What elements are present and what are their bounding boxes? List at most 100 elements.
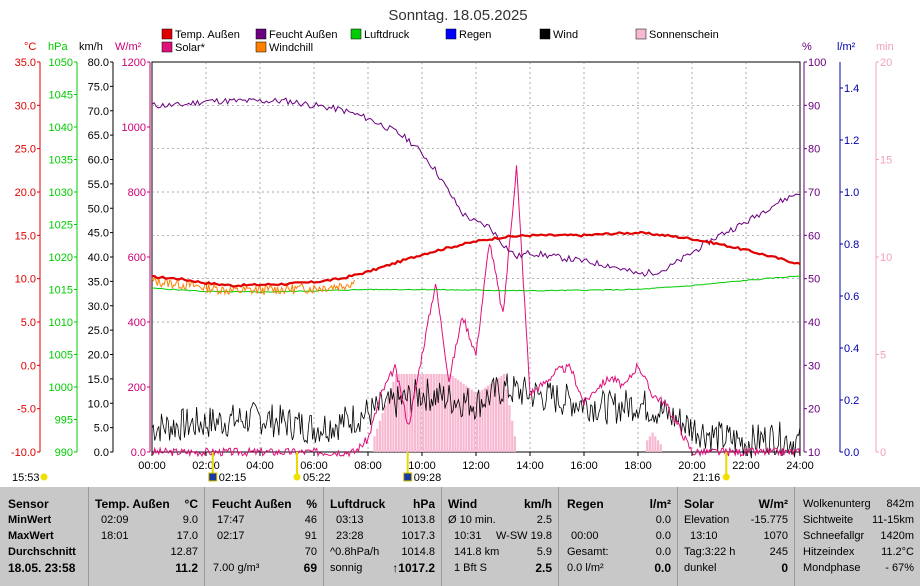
sunshine-bar (470, 389, 473, 452)
temp-header: Temp. Außen (95, 497, 170, 511)
pressure-axis-tick-label: 990 (55, 447, 73, 459)
legend-label: Luftdruck (364, 29, 410, 41)
legend-label: Windchill (269, 42, 313, 54)
solar-axis-tick-label: 1000 (122, 122, 146, 134)
legend-swatch (445, 28, 457, 40)
x-tick-label: 18:00 (624, 460, 652, 472)
wind-axis-tick-label: 45.0 (88, 228, 109, 240)
solar-axis-tick-label: 800 (128, 187, 146, 199)
pressure-axis-tick-label: 1050 (49, 57, 73, 69)
solar-max: 1070 (763, 530, 788, 542)
humidity-min-time: 17:47 (217, 514, 245, 526)
humidity-axis-tick-label: 50 (808, 274, 820, 286)
summary-date: 18.05. 23:58 (8, 561, 76, 575)
grid (151, 61, 801, 453)
rain-axis-tick-label: 1.2 (844, 135, 859, 147)
temp-min-time: 02:09 (101, 514, 129, 526)
sunshine-bar (403, 374, 406, 452)
sunshine-bar (656, 440, 660, 452)
marker-dot (293, 473, 301, 481)
misc-value-4: - 67% (885, 562, 914, 574)
sunshine-bar (435, 374, 438, 452)
wind-axis-tick-label: 30.0 (88, 301, 109, 313)
rain-unit: l/m² (649, 497, 671, 511)
pressure-current: ↑1017.2 (392, 561, 435, 575)
row-label-min: MinWert (8, 514, 52, 526)
wind-axis-tick-label: 10.0 (88, 398, 109, 410)
pressure-axis-tick-label: 995 (55, 415, 73, 427)
x-tick-label: 00:00 (138, 460, 166, 472)
wind-axis-tick-label: 75.0 (88, 81, 109, 93)
sunshine-bar (392, 381, 395, 452)
pressure-forecast: sonnig (330, 562, 363, 574)
humidity-axis-tick-label: 100 (808, 57, 826, 69)
series-temp (151, 230, 801, 288)
solar-current: 0 (781, 561, 788, 575)
sensor-header: Sensor (8, 497, 49, 511)
pressure-max-time: 23:28 (336, 530, 364, 542)
sunshine-bar (654, 436, 657, 452)
sunmin-axis-tick-label: 15 (880, 155, 892, 167)
humidity-current: 69 (303, 561, 317, 575)
humidity-max: 91 (304, 530, 317, 542)
misc-label-4: Mondphase (803, 562, 861, 574)
rain-v2: 0.0 (655, 530, 671, 542)
x-tick-label: 02:00 (192, 460, 220, 472)
sunshine-bar (476, 393, 479, 452)
pressure-trend: ^0.8hPa/h (330, 546, 380, 558)
legend-swatch (255, 28, 267, 40)
axis-unit-label: min (876, 41, 894, 53)
rain-axis-tick-label: 0.8 (844, 239, 859, 251)
pressure-axis-tick-label: 1035 (49, 155, 73, 167)
humidity-header: Feucht Außen (212, 497, 292, 511)
rain-total: 0.0 (655, 546, 671, 558)
sunshine-bar (422, 374, 425, 452)
sunshine-bar (503, 374, 506, 452)
humidity-axis-tick-label: 10 (808, 447, 820, 459)
axis-unit-label: % (802, 41, 812, 53)
sunshine-bar (449, 374, 452, 452)
rain-axis-tick-label: 0.2 (844, 395, 859, 407)
series-wind (151, 373, 801, 459)
sunshine-bar (397, 374, 400, 452)
x-tick-label: 24:00 (786, 460, 814, 472)
sunshine-bar (513, 436, 516, 452)
sunshine-bar (427, 374, 430, 452)
sunshine-bar (424, 374, 427, 452)
solar-axis-tick-label: 400 (128, 317, 146, 329)
humidity-abs: 7.00 g/m³ (213, 562, 260, 574)
sunshine-bar (462, 383, 465, 452)
wind-avg: 5.9 (536, 546, 552, 558)
sunshine-bar (432, 374, 435, 452)
rain-axis-tick-label: 0.6 (844, 291, 859, 303)
sunshine-bar (373, 436, 376, 452)
humidity-axis-tick-label: 80 (808, 144, 820, 156)
rain-current: 0.0 (654, 561, 671, 575)
pressure-axis-tick-label: 1005 (49, 350, 73, 362)
sunshine-bar (457, 379, 460, 452)
summary-col-sensor: Sensor MinWert MaxWert Durchschnitt 18.0… (0, 487, 89, 586)
temp-axis-tick-label: -10.0 (11, 447, 36, 459)
legend-label: Regen (459, 29, 491, 41)
pressure-min-time: 03:13 (336, 514, 364, 526)
x-tick-label: 20:00 (678, 460, 706, 472)
misc-value-0: 842m (886, 498, 914, 510)
sunshine-bar (500, 375, 503, 452)
wind-avg10: 2.5 (536, 514, 552, 526)
sunshine-bar (478, 391, 481, 452)
solar-axis-tick-label: 600 (128, 252, 146, 264)
misc-value-2: 1420m (880, 530, 914, 542)
axis-unit-label: W/m² (115, 41, 142, 53)
wind-avg10-label: Ø 10 min. (448, 514, 496, 526)
pressure-axis-tick-label: 1045 (49, 90, 73, 102)
humidity-axis-tick-label: 70 (808, 187, 820, 199)
humidity-axis-tick-label: 90 (808, 100, 820, 112)
humidity-min: 46 (304, 514, 317, 526)
summary-col-wind: Wind km/h Ø 10 min. 2.5 10:31 W-SW 19.8 … (442, 487, 559, 586)
time-marker-label: 02:15 (219, 472, 247, 484)
time-marker-label: 21:16 (693, 472, 721, 484)
summary-col-humidity: Feucht Außen % 17:47 46 02:17 91 70 7.00… (205, 487, 324, 586)
sunshine-bar (389, 389, 392, 452)
x-tick-label: 04:00 (246, 460, 274, 472)
misc-label-3: Hitzeindex (803, 546, 855, 558)
